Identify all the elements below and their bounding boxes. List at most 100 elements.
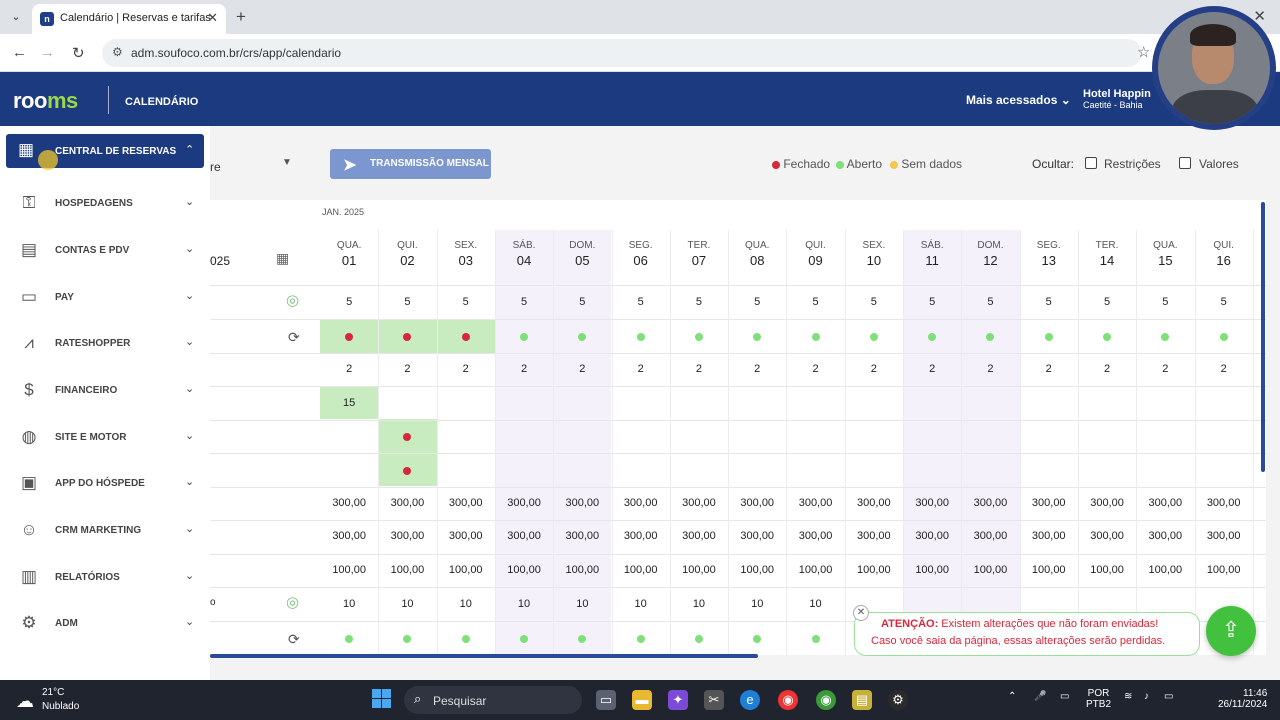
- valores-label[interactable]: Valores: [1199, 157, 1239, 171]
- restricoes-label[interactable]: Restrições: [1104, 157, 1161, 171]
- tab-list-chevron-icon[interactable]: ⌄: [11, 11, 21, 23]
- admin-icon: ⚙: [21, 613, 37, 632]
- select-caret-icon[interactable]: ▼: [282, 157, 292, 168]
- hotel-selector[interactable]: Hotel Happin Caetité - Bahia: [1083, 88, 1151, 110]
- chevron-up-icon: ⌃: [185, 144, 195, 156]
- sidebar-item-5[interactable]: ◍ SITE E MOTOR ⌄: [0, 420, 210, 456]
- mais-acessados-menu[interactable]: Mais acessados ⌄: [966, 93, 1071, 107]
- price-cell: 300,00: [623, 497, 658, 509]
- wifi-icon[interactable]: ≋: [1124, 691, 1133, 702]
- address-bar[interactable]: ⚙ adm.soufoco.com.br/crs/app/calendario: [102, 39, 1142, 67]
- column-divider: [728, 230, 730, 655]
- availability-cell-2: 10: [751, 598, 764, 610]
- microphone-icon[interactable]: 🎤: [1034, 691, 1047, 702]
- back-arrow-icon[interactable]: ←: [12, 44, 27, 61]
- app-icon[interactable]: ▤: [852, 690, 872, 710]
- recorder-icon[interactable]: ⚙: [888, 690, 908, 710]
- search-placeholder: Pesquisar: [433, 694, 487, 708]
- new-tab-button[interactable]: +: [236, 7, 246, 26]
- volume-icon[interactable]: ♪: [1144, 691, 1149, 702]
- webcam-frame: [1158, 12, 1270, 124]
- price-cell: 300,00: [507, 497, 541, 509]
- price-cell: 100,00: [507, 564, 541, 576]
- bookmark-star-icon[interactable]: ☆: [1137, 44, 1151, 61]
- column-divider: [553, 230, 555, 655]
- webcam-overlay: [1152, 6, 1276, 130]
- site-settings-icon[interactable]: ⚙: [112, 45, 123, 59]
- weekend-column: [961, 230, 1020, 655]
- row-label-fragment: o: [210, 597, 216, 608]
- window-close-icon[interactable]: ✕: [1253, 8, 1266, 25]
- vertical-scrollbar[interactable]: [1261, 202, 1265, 472]
- sync-icon[interactable]: ⟳: [288, 329, 300, 345]
- price-cell: 300,00: [1148, 497, 1183, 509]
- transmissao-mensal-button[interactable]: ➤ TRANSMISSÃO MENSAL: [330, 149, 491, 179]
- day-number: 08: [750, 253, 765, 268]
- closed-dot-icon: [403, 433, 412, 441]
- price-cell: 100,00: [740, 564, 775, 576]
- tab-close-icon[interactable]: ✕: [207, 10, 218, 25]
- tray-chevron-icon[interactable]: ⌃: [1008, 691, 1017, 702]
- day-number: 15: [1158, 253, 1173, 268]
- chrome-profile-icon[interactable]: ◉: [816, 690, 836, 710]
- closed-dot-icon: [461, 333, 470, 341]
- price-cell: 100,00: [448, 564, 483, 576]
- toast-close-icon[interactable]: ✕: [853, 605, 869, 621]
- sidebar-item-8[interactable]: ▥ RELATÓRIOS ⌄: [0, 560, 210, 596]
- upload-icon: ⇪: [1221, 617, 1241, 642]
- clock[interactable]: 11:46 26/11/2024: [1218, 688, 1267, 710]
- day-of-week: SÁB.: [512, 240, 536, 251]
- file-explorer-icon[interactable]: ▬: [632, 690, 652, 710]
- price-cell: 300,00: [857, 497, 891, 509]
- sidebar-item-3[interactable]: ⩘ RATESHOPPER ⌄: [0, 326, 210, 362]
- chrome-icon[interactable]: ◉: [778, 690, 798, 710]
- sidebar-item-9[interactable]: ⚙ ADM ⌄: [0, 606, 210, 642]
- date-picker-value[interactable]: 025: [210, 254, 231, 268]
- sidebar-item-1[interactable]: ▤ CONTAS E PDV ⌄: [0, 233, 210, 269]
- valores-checkbox[interactable]: [1179, 157, 1191, 169]
- column-divider: [1252, 230, 1254, 655]
- row-divider: [210, 319, 1266, 320]
- day-of-week: QUA.: [1153, 240, 1178, 251]
- calendar-picker-icon[interactable]: ▦: [276, 250, 290, 266]
- sidebar-item-4[interactable]: $ FINANCEIRO ⌄: [0, 373, 210, 409]
- price-cell: 100,00: [565, 564, 600, 576]
- sidebar-item-7[interactable]: ☺ CRM MARKETING ⌄: [0, 513, 210, 549]
- copilot-icon[interactable]: ✦: [668, 690, 688, 710]
- sync-icon-2[interactable]: ⟳: [288, 631, 300, 647]
- column-divider: [436, 230, 438, 655]
- task-view-icon[interactable]: ▭: [596, 690, 616, 710]
- check-circle-icon-2[interactable]: ◎: [286, 594, 300, 611]
- toast-line-1: ATENÇÃO: Existem alterações que não fora…: [881, 618, 1158, 630]
- restricoes-checkbox[interactable]: [1085, 157, 1097, 169]
- sidebar-item-central-de-reservas[interactable]: ▦ CENTRAL DE RESERVAS ⌃: [6, 134, 204, 168]
- taskbar-search[interactable]: ⌕ Pesquisar: [404, 686, 582, 714]
- rooms-logo[interactable]: rooms: [13, 88, 78, 114]
- check-circle-icon[interactable]: ◎: [286, 292, 300, 309]
- tray-device-icon[interactable]: ▭: [1060, 691, 1070, 702]
- sidebar-item-0[interactable]: ⚿ HOSPEDAGENS ⌄: [0, 186, 210, 222]
- day-of-week: SEG.: [628, 240, 653, 251]
- property-select[interactable]: re: [210, 160, 221, 174]
- snipping-tool-icon[interactable]: ✂: [704, 690, 724, 710]
- price-cell: 300,00: [682, 530, 716, 542]
- language-indicator[interactable]: POR PTB2: [1086, 688, 1111, 710]
- price-cell: 300,00: [332, 530, 366, 542]
- day-number: 04: [516, 253, 532, 268]
- browser-tabbar: ⌄ n Calendário | Reservas e tarifas ✕ + …: [0, 0, 1280, 34]
- battery-icon[interactable]: ▭: [1164, 691, 1174, 702]
- min-stay-cell: 2: [870, 363, 877, 375]
- upload-changes-button[interactable]: ⇪: [1206, 606, 1256, 656]
- forward-arrow-icon[interactable]: →: [40, 44, 55, 61]
- reload-icon[interactable]: ↻: [72, 45, 85, 62]
- windows-start-icon[interactable]: [372, 689, 392, 709]
- price-cell: 300,00: [507, 530, 541, 542]
- price-cell: 100,00: [390, 564, 425, 576]
- browser-tab[interactable]: n Calendário | Reservas e tarifas ✕: [32, 4, 226, 34]
- sidebar-item-6[interactable]: ▣ APP DO HÓSPEDE ⌄: [0, 466, 210, 502]
- sidebar-item-2[interactable]: ▭ PAY ⌄: [0, 280, 210, 316]
- edge-icon[interactable]: e: [740, 690, 760, 710]
- day-of-week: SEX.: [454, 240, 478, 251]
- price-cell: 300,00: [915, 530, 949, 542]
- horizontal-scrollbar[interactable]: [210, 654, 758, 658]
